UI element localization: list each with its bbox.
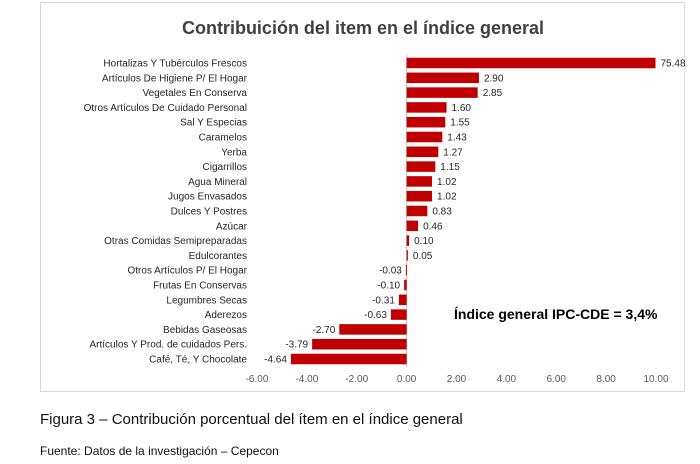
bar: [406, 72, 479, 84]
bar-layer: [290, 57, 656, 365]
category-label: Otras Comidas Semipreparadas: [104, 236, 247, 247]
value-label: 1.27: [443, 147, 463, 158]
x-tick-label: 10.00: [643, 374, 668, 385]
category-label: Yerba: [221, 147, 247, 158]
value-label: 0.10: [414, 236, 434, 247]
bar: [312, 338, 407, 350]
value-label: 1.43: [447, 133, 467, 144]
value-label: 0.83: [432, 207, 452, 218]
category-label: Caramelos: [199, 133, 247, 144]
value-label: -0.31: [372, 295, 395, 306]
category-label: Azúcar: [216, 221, 248, 232]
category-label: Edulcorantes: [189, 251, 247, 262]
value-label: 2.90: [484, 73, 504, 84]
x-tick-label: 4.00: [497, 374, 517, 385]
category-label: Dulces Y Postres: [171, 207, 247, 218]
category-label: Cigarrillos: [203, 162, 247, 173]
category-label: Jugos Envasados: [168, 192, 247, 203]
figure-caption: Figura 3 – Contribución porcentual del í…: [40, 411, 463, 428]
x-tick-label: -2.00: [345, 374, 368, 385]
x-tick-label: 2.00: [447, 374, 467, 385]
value-label: 0.05: [413, 251, 433, 262]
value-label: -2.70: [312, 325, 335, 336]
bar: [406, 116, 446, 128]
value-label: 1.15: [440, 162, 460, 173]
value-label: -0.03: [379, 266, 402, 277]
bar: [406, 235, 410, 246]
value-label: -0.10: [377, 281, 400, 292]
value-label: 1.02: [437, 192, 457, 203]
bar: [404, 279, 407, 291]
category-label: Frutas En Conservas: [153, 281, 247, 292]
category-label: Café, Té, Y Chocolate: [149, 355, 247, 366]
category-label: Legumbres Secas: [166, 295, 247, 306]
bar: [406, 57, 656, 69]
bar: [406, 250, 408, 261]
category-label: Artículos De Higiene P/ El Hogar: [102, 73, 248, 84]
category-label: Aderezos: [205, 310, 247, 321]
bar: [390, 309, 407, 320]
bar: [406, 220, 419, 232]
category-label: Vegetales En Conserva: [142, 88, 247, 99]
x-tick-label: 8.00: [596, 374, 616, 385]
category-label: Otros Artículos De Cuidado Personal: [84, 103, 247, 114]
chart-title: Contribuición del item en el índice gene…: [182, 18, 544, 38]
bar: [339, 324, 407, 335]
bar: [406, 146, 439, 158]
value-label: 75.48: [661, 59, 686, 70]
figure-source: Fuente: Datos de la investigación – Cepe…: [40, 444, 279, 458]
bar: [406, 161, 436, 172]
x-tick-label: -6.00: [246, 374, 269, 385]
value-label: -3.79: [285, 340, 308, 351]
x-tick-label: -4.00: [295, 374, 318, 385]
bar-chart: Contribuición del item en el índice gene…: [84, 18, 686, 385]
bar: [398, 294, 407, 306]
bar: [290, 353, 407, 365]
value-label: -0.63: [364, 310, 387, 321]
bar: [406, 205, 428, 217]
value-label: 2.85: [483, 88, 503, 99]
value-label: 1.60: [452, 103, 472, 114]
category-label: Artículos Y Prod. de cuidados Pers.: [90, 340, 248, 351]
value-label: 0.46: [423, 221, 443, 232]
x-tick-label: 0.00: [397, 374, 417, 385]
chart-frame: Contribuición del item en el índice gene…: [40, 2, 686, 392]
value-label: 1.55: [450, 118, 470, 129]
x-tick-label: 6.00: [547, 374, 567, 385]
category-label: Bebidas Gaseosas: [163, 325, 247, 336]
category-label: Agua Mineral: [188, 177, 247, 188]
bar: [405, 264, 407, 276]
label-layer: Hortalizas Y Tubérculos Frescos 75.48 Artí…: [84, 59, 686, 366]
chart-annotation: Índice general IPC-CDE = 3,4%: [454, 306, 658, 322]
bar: [406, 131, 443, 143]
value-label: 1.02: [437, 177, 457, 188]
bar: [406, 87, 478, 98]
bar: [406, 190, 433, 202]
bar: [406, 176, 433, 187]
value-label: -4.64: [264, 355, 287, 366]
category-label: Sal Y Especias: [180, 118, 247, 129]
category-label: Hortalizas Y Tubérculos Frescos: [103, 59, 247, 70]
bar: [406, 102, 447, 113]
category-label: Otros Artículos P/ El Hogar: [128, 266, 248, 277]
